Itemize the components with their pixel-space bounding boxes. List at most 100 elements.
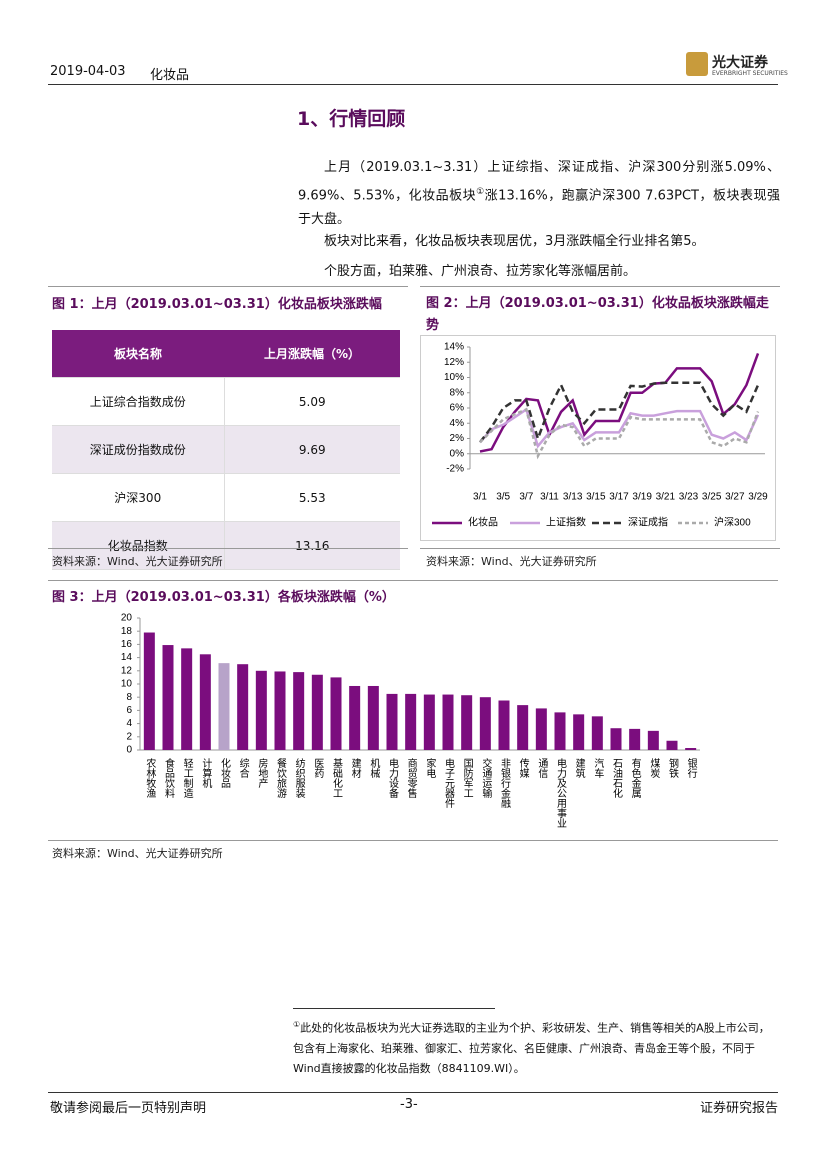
x-tick-label: 汽车 <box>592 757 604 779</box>
cell: 13.16 <box>224 521 400 570</box>
x-tick-label: 通信 <box>536 758 548 779</box>
x-tick-label: 基础化工 <box>331 757 343 798</box>
x-tick-label: 商贸零售 <box>405 757 417 799</box>
cell: 深证成份指数成份 <box>52 425 225 474</box>
y-tick-label: 4% <box>450 418 465 429</box>
y-tick-label: 2 <box>126 731 132 742</box>
footnote-ref: ① <box>476 187 485 197</box>
series-line <box>479 381 760 444</box>
x-tick-label: 3/25 <box>702 492 722 503</box>
series-line <box>479 407 760 460</box>
bar <box>293 672 305 750</box>
x-tick-label: 3/1 <box>473 492 487 503</box>
x-tick-label: 3/7 <box>519 492 533 503</box>
bar <box>535 708 547 750</box>
header-rule <box>48 84 778 85</box>
x-tick-label: 煤炭 <box>648 757 660 779</box>
table-row: 沪深300 5.53 <box>52 473 400 522</box>
x-tick-label: 钢铁 <box>667 757 679 779</box>
x-tick-label: 食品饮料 <box>163 757 175 799</box>
bar <box>349 685 361 750</box>
header-section: 化妆品 <box>150 68 190 83</box>
figure-source: 资料来源：Wind、光大证券研究所 <box>52 847 223 860</box>
x-tick-label: 3/15 <box>586 492 606 503</box>
legend-label: 沪深300 <box>714 516 751 529</box>
header-cell: 上月涨跌幅（%） <box>224 330 400 378</box>
x-tick-label: 国防军工 <box>461 758 473 798</box>
footer-rule <box>48 1092 778 1093</box>
x-tick-label: 房地产 <box>256 757 268 789</box>
x-tick-label: 计算机 <box>200 757 212 789</box>
y-tick-label: 0% <box>450 448 465 459</box>
x-tick-label: 建筑 <box>573 757 585 778</box>
footnote-mark: ① <box>293 1020 301 1029</box>
chart-frame <box>420 335 776 541</box>
rule <box>420 548 780 549</box>
x-tick-label: 电力及公用事业 <box>555 757 567 828</box>
x-tick-label: 石油石化 <box>611 758 623 798</box>
x-tick-label: 餐饮旅游 <box>275 757 287 799</box>
bar <box>479 697 491 750</box>
bar <box>199 654 211 750</box>
y-tick-label: 8 <box>126 692 132 703</box>
x-tick-label: 医药 <box>312 758 324 779</box>
bar <box>237 664 249 750</box>
footnote: ①此处的化妆品板块为光大证券选取的主业为个护、彩妆研发、生产、销售等相关的A股上… <box>293 1015 778 1079</box>
x-tick-label: 建材 <box>349 757 361 778</box>
page-number: -3- <box>400 1097 418 1112</box>
logo-cn: 光大证券 <box>712 55 768 71</box>
y-tick-label: 2% <box>450 433 465 444</box>
y-tick-label: 6 <box>126 705 132 716</box>
header-cell: 板块名称 <box>52 330 224 378</box>
bar <box>498 700 510 750</box>
line-chart: -2%0%2%4%6%8%10%12%14%3/1 3/5 3/7 3/11 3/13 3… <box>420 335 776 541</box>
bar <box>629 728 641 750</box>
table-header: 板块名称 上月涨跌幅（%） <box>52 330 400 378</box>
table-row: 化妆品指数 13.16 <box>52 521 400 570</box>
x-tick-label: 3/19 <box>632 492 652 503</box>
y-tick-label: 20 <box>121 613 133 624</box>
legend-label: 深证成指 <box>628 516 668 529</box>
x-tick-label: 综合 <box>237 757 249 779</box>
x-tick-label: 3/21 <box>656 492 676 503</box>
bar <box>423 694 435 750</box>
rule <box>48 286 408 287</box>
bar <box>311 674 323 750</box>
x-tick-label: 3/23 <box>679 492 699 503</box>
bar <box>255 670 267 750</box>
series-line <box>479 407 760 449</box>
cell: 上证综合指数成份 <box>52 377 225 426</box>
x-tick-label: 3/17 <box>609 492 629 503</box>
footnote-text: 此处的化妆品板块为光大证券选取的主业为个护、彩妆研发、生产、销售等相关的A股上市… <box>293 1021 770 1075</box>
rule <box>48 548 408 549</box>
x-tick-label: 电力设备 <box>387 757 399 799</box>
x-tick-label: 3/11 <box>540 492 559 503</box>
bar <box>143 632 155 750</box>
bar <box>274 671 286 750</box>
x-tick-label: 银行 <box>685 757 697 779</box>
y-tick-label: 8% <box>450 387 465 398</box>
y-tick-label: 12% <box>444 357 464 368</box>
y-tick-label: 14% <box>444 342 464 353</box>
bar <box>591 716 603 750</box>
bar <box>685 748 697 750</box>
cell: 化妆品指数 <box>52 521 225 570</box>
y-tick-label: 16 <box>121 639 133 650</box>
figure-source: 资料来源：Wind、光大证券研究所 <box>52 555 223 568</box>
paragraph: 上月（2019.03.1~3.31）上证综指、深证成指、沪深300分别涨5.09… <box>298 156 780 232</box>
x-tick-label: 交通运输 <box>480 757 492 799</box>
bar <box>554 712 566 750</box>
legend-label: 上证指数 <box>546 516 586 529</box>
legend-label: 化妆品 <box>468 516 498 529</box>
bar <box>442 694 454 750</box>
section-heading: 1、行情回顾 <box>297 108 406 130</box>
y-tick-label: 10% <box>444 372 464 383</box>
paragraph: 个股方面，珀莱雅、广州浪奇、拉芳家化等涨幅居前。 <box>324 264 637 279</box>
text: 涨13.16%，跑赢沪深300 7.63PCT，板块表现强于大盘。 <box>298 188 780 228</box>
logo-en: EVERBRIGHT SECURITIES <box>712 70 788 77</box>
bar <box>330 677 342 750</box>
x-tick-label: 传媒 <box>517 758 529 779</box>
x-tick-label: 3/5 <box>496 492 510 503</box>
cell: 9.69 <box>224 425 400 474</box>
